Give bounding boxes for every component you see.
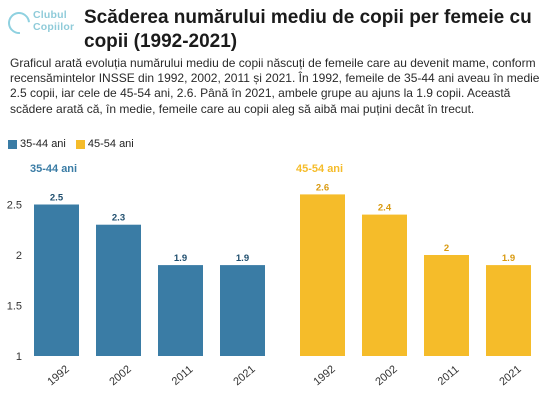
bar bbox=[34, 204, 79, 356]
logo-text: Clubul Copiilor bbox=[33, 9, 75, 33]
chart-legend: 35-44 ani 45-54 ani bbox=[8, 138, 134, 150]
y-tick-label: 1.5 bbox=[7, 301, 22, 313]
legend-swatch-35-44 bbox=[8, 139, 17, 149]
x-tick-label: 2021 bbox=[497, 363, 523, 388]
bar-value-label: 2 bbox=[444, 243, 449, 254]
bar-value-label: 1.9 bbox=[502, 253, 515, 264]
bar bbox=[362, 214, 407, 356]
legend-item-45-54: 45-54 ani bbox=[75, 138, 134, 150]
logo-circle-icon bbox=[3, 7, 35, 39]
bar-value-label: 2.4 bbox=[378, 203, 392, 214]
bar-value-label: 1.9 bbox=[236, 253, 249, 264]
logo: Clubul Copiilor bbox=[3, 7, 78, 48]
panel-title: 35-44 ani bbox=[30, 163, 77, 175]
x-tick-label: 2011 bbox=[436, 364, 462, 388]
x-tick-label: 2002 bbox=[373, 363, 399, 388]
legend-swatch-45-54 bbox=[75, 139, 85, 149]
bar-value-label: 2.5 bbox=[50, 193, 64, 204]
x-tick-label: 2021 bbox=[231, 363, 257, 388]
legend-label-45-54: 45-54 ani bbox=[87, 138, 134, 150]
bar bbox=[96, 224, 141, 356]
legend-label-35-44: 35-44 ani bbox=[20, 138, 66, 150]
y-tick-label: 2.5 bbox=[7, 200, 22, 212]
logo-line-2: Copiilor bbox=[33, 20, 75, 33]
x-tick-label: 1992 bbox=[45, 363, 71, 388]
logo-line-1: Clubul bbox=[33, 9, 67, 21]
bar-chart: 1 1.5 2 2.5 35-44 ani 2.5 1992 2.3 2002 1.9 2011 1.… bbox=[7, 163, 531, 388]
page-title: Scăderea numărului mediu de copii per fe… bbox=[84, 7, 532, 52]
bar bbox=[486, 265, 531, 356]
bar-value-label: 1.9 bbox=[174, 253, 187, 264]
y-tick-label: 2 bbox=[16, 250, 22, 262]
bar-value-label: 2.6 bbox=[316, 182, 329, 193]
legend-item-35-44: 35-44 ani bbox=[8, 138, 66, 150]
x-tick-label: 2002 bbox=[107, 363, 133, 388]
bar-value-label: 2.3 bbox=[112, 213, 125, 224]
chart-description: Graficul arată evoluția numărului mediu … bbox=[10, 56, 540, 116]
bar bbox=[158, 265, 203, 356]
x-tick-label: 1992 bbox=[311, 363, 337, 388]
x-tick-label: 2011 bbox=[170, 364, 196, 388]
panel-title: 45-54 ani bbox=[296, 163, 343, 175]
bar bbox=[424, 255, 469, 356]
y-tick-label: 1 bbox=[16, 351, 22, 363]
bar bbox=[220, 265, 265, 356]
bar bbox=[300, 194, 345, 356]
